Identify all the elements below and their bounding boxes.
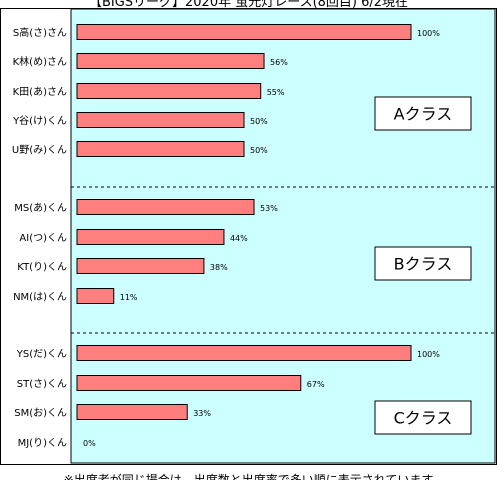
bar xyxy=(76,404,188,420)
data-label: 100% xyxy=(417,29,440,38)
data-label: 56% xyxy=(270,58,288,67)
bar xyxy=(76,141,245,157)
bar xyxy=(76,229,225,245)
data-label: 11% xyxy=(120,293,138,302)
data-label: 55% xyxy=(267,88,285,97)
bar-chart: S高(さ)さん 100% K林(め)さん 56% K田(あ)さん 55% Y谷(け)くん 50… xyxy=(12,8,496,464)
bar xyxy=(76,83,262,99)
plot-frame: S高(さ)さん 100% K林(め)さん 56% K田(あ)さん 55% Y谷(け)くん 50… xyxy=(0,8,497,465)
class-label: Cクラス xyxy=(394,409,453,428)
category-label: YS(だ)くん xyxy=(16,348,67,360)
bar xyxy=(76,53,265,69)
bar xyxy=(76,199,255,215)
chart-title-strip: 【BIGSリーグ】2020年 蛍光灯レース(8回目) 6/2現在 xyxy=(0,0,497,8)
bar xyxy=(76,375,302,391)
class-label-box xyxy=(374,96,472,131)
category-label: AI(つ)くん xyxy=(19,232,67,244)
category-label: MS(あ)くん xyxy=(14,202,67,214)
chart-title: 【BIGSリーグ】2020年 蛍光灯レース(8回目) 6/2現在 xyxy=(88,0,409,8)
category-label: SM(お)くん xyxy=(14,407,67,419)
data-label: 50% xyxy=(250,146,268,155)
class-label: Aクラス xyxy=(394,105,453,124)
category-label: ST(さ)くん xyxy=(17,378,67,390)
data-label: 33% xyxy=(193,409,211,418)
bar xyxy=(76,258,205,274)
footnote-strip: ※出席者が同じ場合は、出席数と出席率で多い順に表示されています xyxy=(0,465,497,480)
category-label: K林(め)さん xyxy=(13,55,67,68)
class-label-box xyxy=(374,246,472,281)
bar xyxy=(76,24,412,40)
class-label: Bクラス xyxy=(394,255,453,274)
bar xyxy=(76,112,245,128)
data-label: 100% xyxy=(417,350,440,359)
bar xyxy=(76,345,412,361)
category-label: U野(み)くん xyxy=(12,144,67,156)
data-label: 67% xyxy=(307,380,325,389)
bar xyxy=(76,288,115,304)
data-label: 50% xyxy=(250,117,268,126)
category-label: Y谷(け)くん xyxy=(12,115,67,127)
data-label: 38% xyxy=(210,263,228,272)
category-label: K田(あ)さん xyxy=(13,86,67,98)
data-label: 0% xyxy=(83,439,96,448)
category-label: MJ(り)くん xyxy=(18,437,67,449)
category-label: NM(は)くん xyxy=(13,291,67,303)
class-label-box xyxy=(374,400,472,435)
category-label: KT(り)くん xyxy=(17,261,67,273)
data-label: 53% xyxy=(260,204,278,213)
data-label: 44% xyxy=(230,234,248,243)
chart-footnote: ※出席者が同じ場合は、出席数と出席率で多い順に表示されています xyxy=(63,473,434,480)
category-label: S高(さ)さん xyxy=(13,26,67,39)
